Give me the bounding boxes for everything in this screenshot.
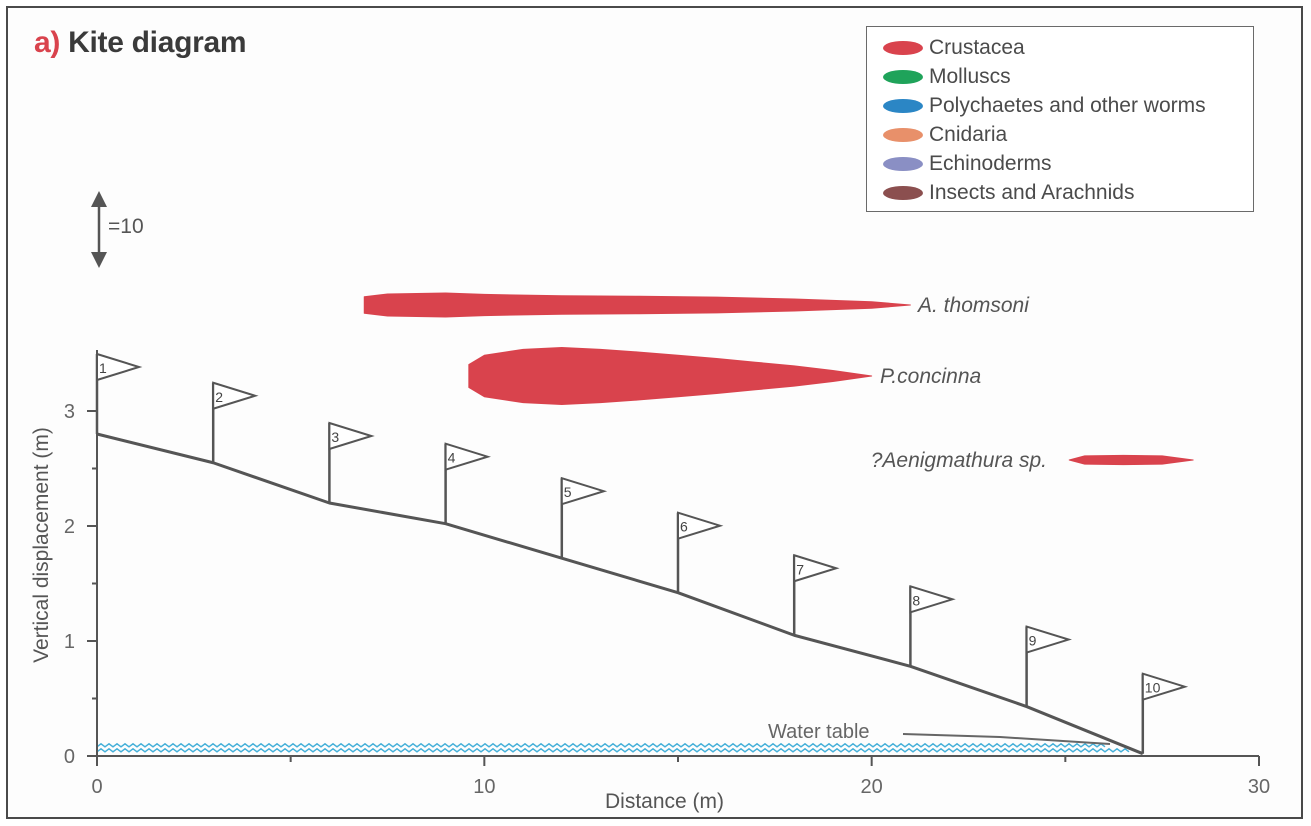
kite-shape — [468, 346, 873, 406]
water-table-leader — [902, 733, 1111, 745]
legend-item-cnidaria: Cnidaria — [883, 120, 1253, 149]
flag-pennant — [1141, 672, 1189, 702]
flag-pennant — [444, 442, 491, 472]
y-tick-label: 3 — [64, 401, 75, 423]
legend: Crustacea Molluscs Polychaetes and other… — [866, 26, 1254, 212]
flag-number: 5 — [564, 484, 572, 500]
legend-label-echinoderms: Echinoderms — [929, 151, 1052, 175]
title-prefix: a) — [34, 26, 61, 59]
chart-title: a) Kite diagram — [34, 26, 247, 60]
station-flag: 5 — [560, 476, 608, 559]
flag-number: 10 — [1145, 680, 1161, 696]
legend-label-molluscs: Molluscs — [929, 64, 1011, 88]
station-flag: 4 — [444, 442, 491, 524]
y-axis-label: Vertical displacement (m) — [30, 427, 53, 663]
legend-item-echinoderms: Echinoderms — [883, 149, 1253, 178]
flag-pennant — [328, 421, 375, 451]
water-table-line — [96, 742, 1130, 753]
kites: A. thomsoni P.concinna ?Aenigmathura sp. — [363, 292, 1194, 472]
water-table-label: Water table — [768, 721, 870, 743]
station-flag: 7 — [792, 553, 840, 636]
x-tick-label: 30 — [1248, 776, 1270, 798]
y-tick-label: 1 — [64, 631, 75, 653]
flag-number: 8 — [912, 592, 920, 608]
legend-label-polychaetes: Polychaetes and other worms — [929, 93, 1206, 117]
kite-label: ?Aenigmathura sp. — [871, 449, 1047, 472]
legend-swatch-echinoderms — [883, 156, 923, 171]
y-tick-label: 0 — [64, 746, 75, 768]
station-flag: 2 — [211, 381, 259, 463]
station-flag: 1 — [95, 352, 143, 434]
title-text: Kite diagram — [68, 26, 247, 59]
water-table-wave — [96, 742, 1106, 748]
beach-profile — [96, 432, 1144, 756]
x-axis-label: Distance (m) — [605, 790, 724, 813]
flag-number: 7 — [796, 561, 804, 577]
kite-shape — [1068, 454, 1194, 466]
flag-pennant — [909, 584, 956, 614]
station-flag: 8 — [909, 584, 956, 667]
flag-number: 3 — [331, 429, 339, 445]
station-flag: 9 — [1025, 625, 1072, 707]
legend-label-cnidaria: Cnidaria — [929, 122, 1008, 146]
flag-number: 4 — [448, 450, 456, 466]
legend-item-insects-arachnids: Insects and Arachnids — [883, 178, 1253, 207]
water-table-wave — [96, 747, 1130, 753]
legend-label-insects-arachnids: Insects and Arachnids — [929, 180, 1135, 204]
station-flags: 1 2 3 4 5 6 7 8 9 10 — [95, 352, 1189, 754]
kite-shape — [363, 292, 911, 318]
kite-label: A. thomsoni — [916, 294, 1030, 317]
legend-swatch-cnidaria — [883, 127, 923, 142]
flag-pennant — [793, 553, 840, 583]
legend-label-crustacea: Crustacea — [929, 35, 1025, 59]
x-tick-label: 20 — [861, 776, 883, 798]
flag-number: 6 — [680, 519, 688, 535]
flag-number: 2 — [215, 389, 223, 405]
flag-pennant — [212, 381, 259, 411]
axes: 0 10 20 30 0 1 2 3 — [64, 350, 1270, 798]
scale-label: =10 — [108, 215, 144, 238]
legend-swatch-crustacea — [883, 40, 923, 55]
kite-label: P.concinna — [880, 365, 981, 388]
x-tick-label: 0 — [91, 776, 102, 798]
flag-pennant — [1025, 625, 1072, 654]
x-tick-label: 10 — [473, 776, 495, 798]
legend-item-polychaetes: Polychaetes and other worms — [883, 91, 1253, 120]
legend-item-crustacea: Crustacea — [883, 33, 1253, 62]
legend-swatch-polychaetes — [883, 98, 923, 113]
station-flag: 3 — [328, 421, 375, 503]
y-tick-label: 2 — [64, 516, 75, 538]
flag-number: 9 — [1029, 633, 1037, 649]
station-flag: 6 — [676, 511, 724, 593]
legend-swatch-molluscs — [883, 69, 923, 84]
profile-line — [96, 432, 1144, 756]
station-flag: 10 — [1141, 672, 1189, 754]
flag-number: 1 — [99, 360, 107, 376]
flag-pennant — [677, 511, 724, 541]
legend-swatch-insects-arachnids — [883, 185, 923, 200]
legend-item-molluscs: Molluscs — [883, 62, 1253, 91]
flag-pennant — [560, 476, 608, 506]
scale-arrow-icon — [91, 191, 107, 268]
